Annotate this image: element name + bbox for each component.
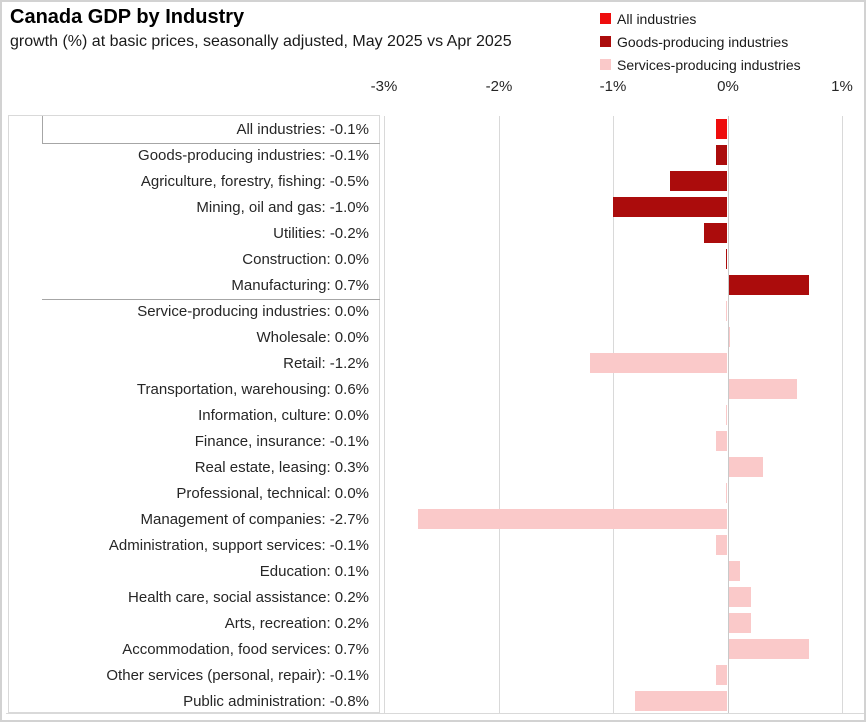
x-tick-label: 0% [717, 78, 739, 95]
bar [725, 249, 727, 269]
bar [728, 561, 740, 581]
x-tick-label: -2% [485, 78, 513, 95]
category-label: Transportation, warehousing: 0.6% [136, 381, 369, 398]
services-group-separator [42, 299, 380, 300]
gridline [842, 116, 843, 713]
bar [417, 509, 727, 529]
bar [715, 665, 727, 685]
category-label: Real estate, leasing: 0.3% [194, 459, 369, 476]
category-label: Mining, oil and gas: -1.0% [196, 199, 369, 216]
category-label: Agriculture, forestry, fishing: -0.5% [140, 173, 369, 190]
category-label: Professional, technical: 0.0% [176, 485, 369, 502]
legend: All industries Goods-producing industries… [600, 7, 801, 76]
gridline [384, 116, 385, 713]
bar [635, 691, 727, 711]
category-label: Wholesale: 0.0% [256, 329, 369, 346]
bar [589, 353, 727, 373]
x-tick-label: 1% [831, 78, 853, 95]
legend-swatch-icon [600, 36, 611, 47]
legend-label: All industries [617, 10, 697, 27]
category-label: Accommodation, food services: 0.7% [122, 641, 369, 658]
x-tick-label: -1% [599, 78, 627, 95]
category-label: Public administration: -0.8% [183, 693, 369, 710]
zero-axis-line [728, 116, 729, 713]
bar [728, 587, 752, 607]
bar [728, 457, 763, 477]
category-label: Finance, insurance: -0.1% [194, 433, 369, 450]
category-label: Construction: 0.0% [242, 251, 369, 268]
category-label: Other services (personal, repair): -0.1% [106, 667, 369, 684]
bar [728, 275, 809, 295]
category-label: Management of companies: -2.7% [140, 511, 369, 528]
category-label-box: All industries: -0.1% Goods-producing ind… [8, 115, 380, 713]
category-label: Manufacturing: 0.7% [231, 277, 369, 294]
legend-label: Services-producing industries [617, 56, 801, 73]
category-label: Arts, recreation: 0.2% [224, 615, 369, 632]
chart-subtitle: growth (%) at basic prices, seasonally a… [10, 33, 512, 50]
category-label: Utilities: -0.2% [273, 225, 369, 242]
bar [715, 431, 727, 451]
gridline [499, 116, 500, 713]
legend-item: Services-producing industries [600, 53, 801, 76]
category-label: Education: 0.1% [259, 563, 369, 580]
bar [728, 379, 798, 399]
goods-group-separator [42, 143, 380, 144]
category-label: Health care, social assistance: 0.2% [128, 589, 369, 606]
bar [715, 145, 727, 165]
bar [715, 119, 727, 139]
bar [728, 327, 730, 347]
bar [728, 639, 809, 659]
category-label: Information, culture: 0.0% [198, 407, 369, 424]
bar [669, 171, 727, 191]
plot-bottom-border [6, 713, 864, 714]
category-label: All industries: -0.1% [236, 121, 369, 138]
bar [725, 483, 727, 503]
category-label: Retail: -1.2% [283, 355, 369, 372]
legend-swatch-icon [600, 13, 611, 24]
legend-swatch-icon [600, 59, 611, 70]
bar [725, 405, 727, 425]
category-label: Service-producing industries: 0.0% [137, 303, 369, 320]
bar [715, 535, 727, 555]
chart-title: Canada GDP by Industry [10, 6, 245, 28]
bar [725, 301, 727, 321]
legend-label: Goods-producing industries [617, 33, 789, 50]
all-industries-group-tick [42, 116, 43, 143]
legend-item: Goods-producing industries [600, 30, 801, 53]
bar [612, 197, 727, 217]
bar [704, 223, 727, 243]
category-label: Goods-producing industries: -0.1% [138, 147, 369, 164]
legend-item: All industries [600, 7, 801, 30]
gridline [613, 116, 614, 713]
bar [728, 613, 752, 633]
x-tick-label: -3% [370, 78, 398, 95]
category-label: Administration, support services: -0.1% [108, 537, 369, 554]
